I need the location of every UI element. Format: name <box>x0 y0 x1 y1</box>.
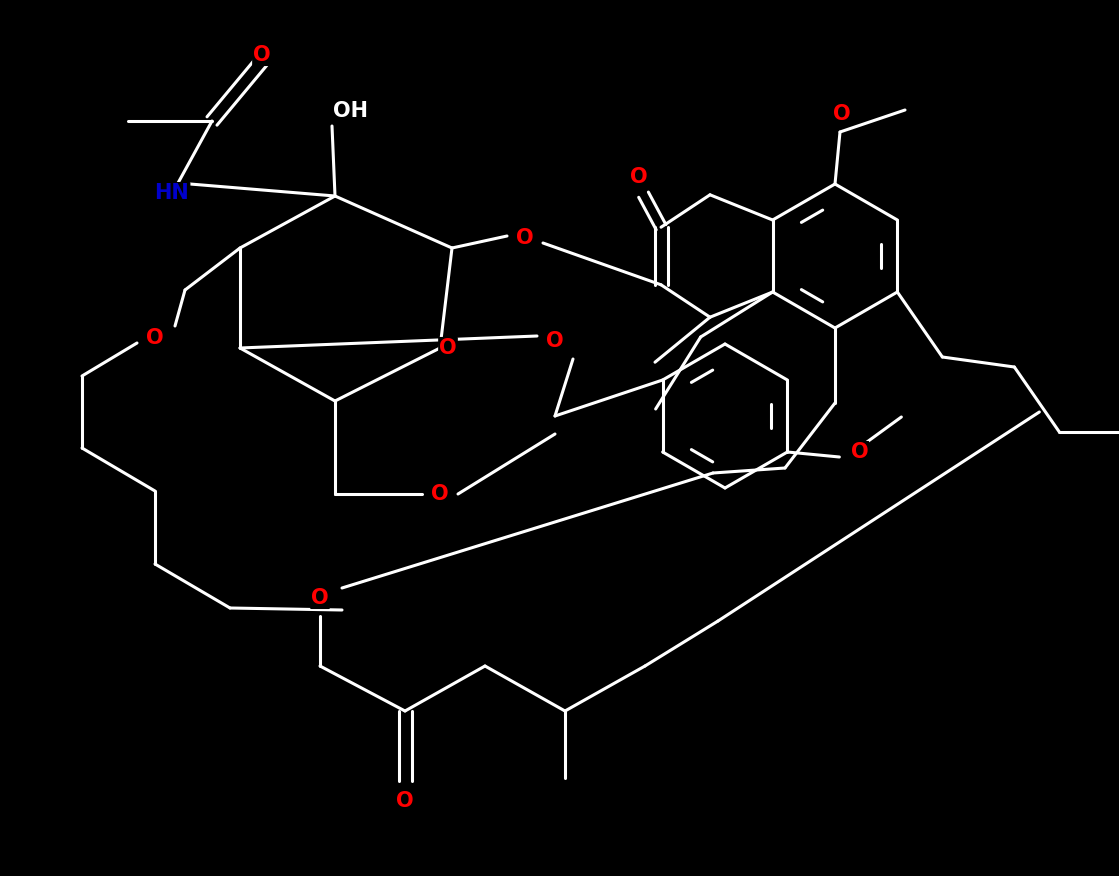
Text: O: O <box>850 442 868 462</box>
Text: OH: OH <box>332 101 367 121</box>
Text: O: O <box>439 338 457 358</box>
Text: HN: HN <box>154 183 189 203</box>
Text: O: O <box>834 104 850 124</box>
Text: O: O <box>630 166 648 187</box>
Text: O: O <box>147 328 163 348</box>
Text: O: O <box>253 45 271 65</box>
Text: O: O <box>311 588 329 608</box>
Text: O: O <box>396 791 414 811</box>
Text: O: O <box>431 484 449 504</box>
Text: O: O <box>516 228 534 248</box>
Text: O: O <box>546 331 564 351</box>
